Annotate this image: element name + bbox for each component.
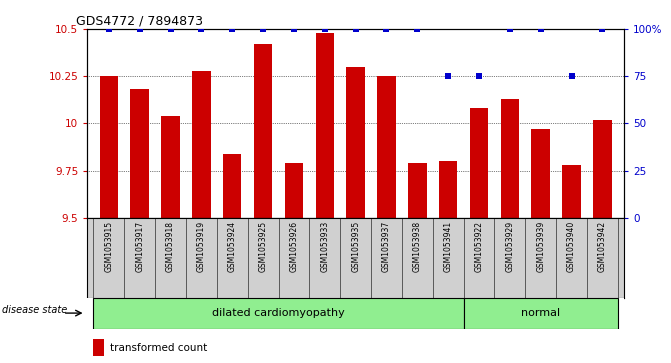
- Text: normal: normal: [521, 308, 560, 318]
- Bar: [470, 108, 488, 218]
- Point: [165, 26, 176, 32]
- Bar: [93, 298, 464, 329]
- Point: [227, 26, 238, 32]
- Point: [350, 26, 361, 32]
- Text: GDS4772 / 7894873: GDS4772 / 7894873: [76, 15, 203, 28]
- Text: GSM1053926: GSM1053926: [289, 221, 299, 272]
- Point: [474, 73, 484, 79]
- Point: [597, 26, 608, 32]
- Bar: [130, 89, 149, 218]
- Text: dilated cardiomyopathy: dilated cardiomyopathy: [212, 308, 345, 318]
- Point: [103, 26, 114, 32]
- Text: GSM1053940: GSM1053940: [567, 221, 576, 272]
- Bar: [439, 161, 458, 218]
- Bar: [531, 129, 550, 218]
- Point: [258, 26, 268, 32]
- Text: GSM1053919: GSM1053919: [197, 221, 206, 272]
- Bar: [593, 120, 612, 218]
- Bar: [99, 76, 118, 218]
- Point: [381, 26, 392, 32]
- Bar: [223, 154, 242, 218]
- Bar: [315, 33, 334, 218]
- Text: GSM1053922: GSM1053922: [474, 221, 484, 272]
- Text: GSM1053942: GSM1053942: [598, 221, 607, 272]
- Text: GSM1053915: GSM1053915: [104, 221, 113, 272]
- Bar: [285, 163, 303, 218]
- Text: GSM1053925: GSM1053925: [258, 221, 268, 272]
- Text: transformed count: transformed count: [110, 343, 207, 352]
- Text: GSM1053924: GSM1053924: [227, 221, 237, 272]
- Bar: [346, 67, 365, 218]
- Bar: [464, 298, 618, 329]
- Bar: [562, 165, 581, 218]
- Text: GSM1053938: GSM1053938: [413, 221, 422, 272]
- Bar: [161, 116, 180, 218]
- Point: [443, 73, 454, 79]
- Point: [505, 26, 515, 32]
- Text: GSM1053935: GSM1053935: [351, 221, 360, 272]
- Point: [319, 26, 330, 32]
- Bar: [254, 44, 272, 218]
- Bar: [408, 163, 427, 218]
- Text: GSM1053937: GSM1053937: [382, 221, 391, 272]
- Text: GSM1053917: GSM1053917: [135, 221, 144, 272]
- Bar: [501, 99, 519, 218]
- Bar: [192, 70, 211, 218]
- Bar: [93, 339, 105, 356]
- Point: [566, 73, 577, 79]
- Point: [134, 26, 145, 32]
- Text: GSM1053918: GSM1053918: [166, 221, 175, 272]
- Point: [196, 26, 207, 32]
- Text: GSM1053939: GSM1053939: [536, 221, 546, 272]
- Text: GSM1053929: GSM1053929: [505, 221, 515, 272]
- Text: disease state: disease state: [2, 305, 67, 315]
- Text: GSM1053933: GSM1053933: [320, 221, 329, 272]
- Point: [535, 26, 546, 32]
- Point: [412, 26, 423, 32]
- Text: GSM1053941: GSM1053941: [444, 221, 453, 272]
- Point: [289, 26, 299, 32]
- Point: [453, 233, 464, 239]
- Bar: [377, 76, 396, 218]
